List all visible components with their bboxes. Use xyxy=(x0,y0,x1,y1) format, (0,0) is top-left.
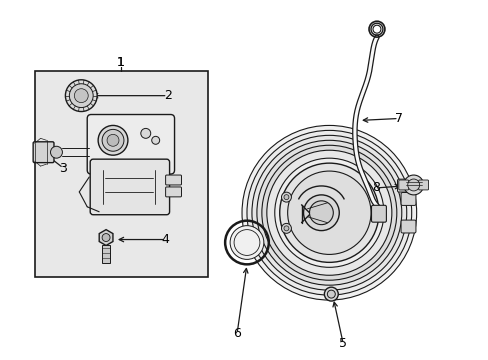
Circle shape xyxy=(251,135,406,290)
Circle shape xyxy=(256,140,401,285)
Circle shape xyxy=(50,146,62,158)
Circle shape xyxy=(284,226,288,231)
Text: 4: 4 xyxy=(162,233,169,246)
Circle shape xyxy=(246,130,411,295)
FancyBboxPatch shape xyxy=(87,114,174,174)
Circle shape xyxy=(287,171,370,255)
Circle shape xyxy=(407,179,419,191)
Text: 1: 1 xyxy=(117,57,124,69)
FancyBboxPatch shape xyxy=(400,220,415,233)
FancyBboxPatch shape xyxy=(165,175,181,185)
Circle shape xyxy=(102,234,110,242)
Circle shape xyxy=(107,134,119,146)
Circle shape xyxy=(74,89,88,103)
Circle shape xyxy=(324,287,338,301)
Text: 7: 7 xyxy=(394,112,402,125)
Circle shape xyxy=(309,201,333,225)
Circle shape xyxy=(403,175,423,195)
Text: 5: 5 xyxy=(339,337,346,350)
FancyBboxPatch shape xyxy=(165,187,181,197)
Circle shape xyxy=(69,84,93,108)
Circle shape xyxy=(102,129,123,151)
Circle shape xyxy=(98,125,128,155)
Text: 2: 2 xyxy=(163,89,171,102)
Circle shape xyxy=(230,226,264,260)
Circle shape xyxy=(274,158,383,267)
FancyBboxPatch shape xyxy=(90,159,169,215)
Text: 1: 1 xyxy=(117,57,124,69)
Text: 3: 3 xyxy=(60,162,67,175)
Circle shape xyxy=(65,80,97,112)
Circle shape xyxy=(279,163,378,262)
Circle shape xyxy=(266,150,391,275)
Circle shape xyxy=(141,129,150,138)
Text: 8: 8 xyxy=(371,181,379,194)
FancyBboxPatch shape xyxy=(398,180,408,190)
Bar xyxy=(35,71,208,277)
FancyBboxPatch shape xyxy=(397,179,411,192)
Circle shape xyxy=(262,145,396,280)
Circle shape xyxy=(281,192,291,202)
Circle shape xyxy=(303,195,339,231)
Circle shape xyxy=(326,290,335,298)
Circle shape xyxy=(151,136,160,144)
Circle shape xyxy=(284,195,288,199)
Circle shape xyxy=(281,224,291,233)
FancyBboxPatch shape xyxy=(371,205,386,222)
Text: 6: 6 xyxy=(233,327,241,340)
Polygon shape xyxy=(99,230,113,246)
Circle shape xyxy=(242,125,416,300)
Bar xyxy=(102,246,110,264)
FancyBboxPatch shape xyxy=(400,193,415,206)
FancyBboxPatch shape xyxy=(418,180,427,190)
FancyBboxPatch shape xyxy=(33,142,54,163)
